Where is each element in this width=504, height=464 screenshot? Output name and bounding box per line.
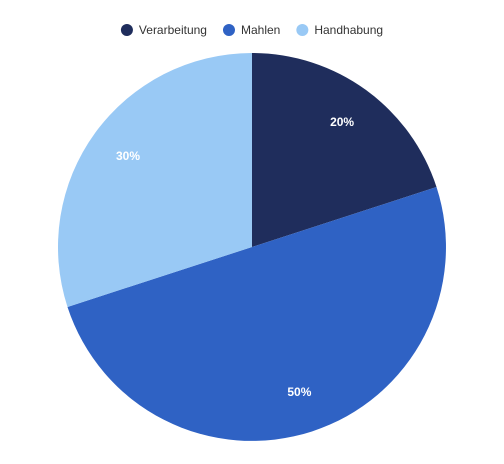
legend-label: Verarbeitung xyxy=(139,23,207,37)
data-label: 50% xyxy=(287,385,311,399)
legend-marker xyxy=(222,24,235,36)
legend-marker xyxy=(296,24,309,36)
data-label: 30% xyxy=(116,149,140,163)
pie-slice xyxy=(252,53,437,247)
pie-slice xyxy=(67,187,446,441)
legend-label: Handhabung xyxy=(314,23,383,37)
data-label: 20% xyxy=(330,115,354,129)
legend-label: Mahlen xyxy=(241,23,280,37)
pie-slice xyxy=(57,53,252,307)
legend-marker xyxy=(120,24,133,36)
